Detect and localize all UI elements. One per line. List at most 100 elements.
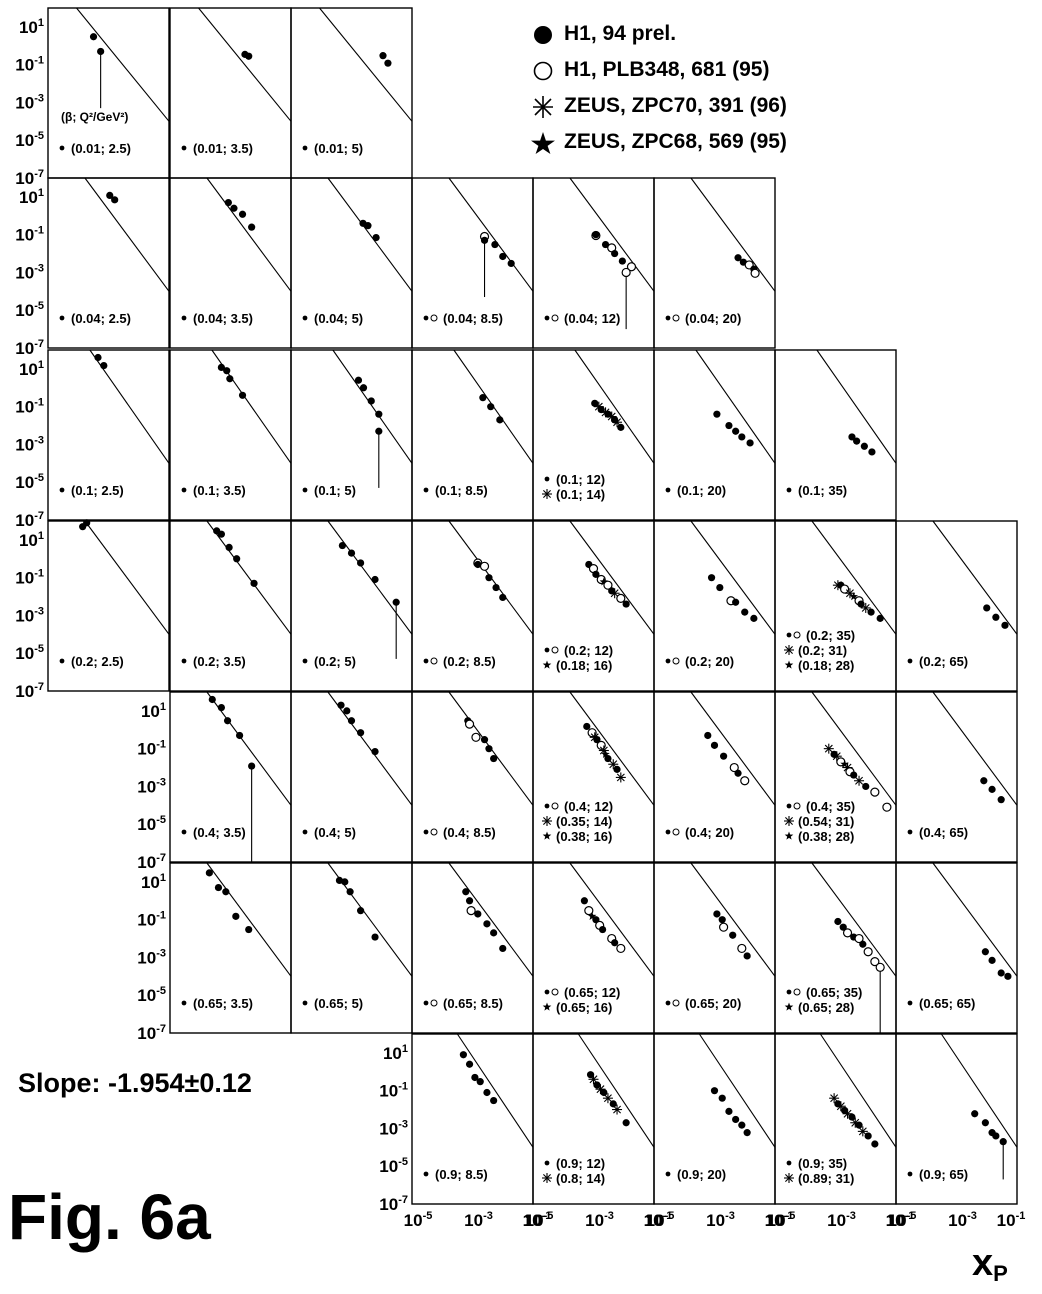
data-point <box>542 831 552 840</box>
x-tick-label: 10-5 <box>646 1210 675 1230</box>
fit-line <box>327 520 413 635</box>
data-point <box>592 570 600 578</box>
data-point <box>214 883 223 892</box>
x-tick-label: 10-3 <box>827 1210 856 1230</box>
data-point <box>232 912 240 920</box>
data-point <box>870 957 880 967</box>
data-point <box>596 740 606 750</box>
data-point <box>490 754 498 763</box>
y-tick-label: 10-3 <box>15 92 44 112</box>
panel-label: (0.01; 5) <box>314 141 363 156</box>
panel-label: (0.4; 35) <box>806 799 855 814</box>
data-point <box>860 442 868 450</box>
data-point <box>854 775 865 786</box>
legend-marker <box>302 487 308 493</box>
data-point <box>863 947 873 957</box>
data-point <box>732 427 740 435</box>
fit-line <box>698 1033 776 1148</box>
data-point <box>205 869 213 877</box>
panel-label: (0.9; 20) <box>677 1167 726 1182</box>
data-point <box>248 223 256 231</box>
panel-label: (0.4; 5) <box>314 825 356 840</box>
fit-line <box>574 349 655 464</box>
legend-marker <box>672 828 680 836</box>
data-point <box>462 888 470 896</box>
legend-marker <box>430 314 438 322</box>
y-tick-label: 10-7 <box>137 1023 166 1043</box>
data-point <box>111 196 119 204</box>
panel-label: (0.65; 12) <box>564 985 620 1000</box>
y-tick-label: 101 <box>383 1043 408 1063</box>
fit-line <box>569 177 655 292</box>
data-point <box>611 939 619 947</box>
data-point <box>479 561 490 571</box>
data-point <box>839 923 847 931</box>
legend-marker <box>423 487 429 493</box>
data-point <box>474 560 482 569</box>
legend-marker <box>544 1160 550 1166</box>
legend-marker <box>672 314 680 322</box>
panel-label: (0.9; 35) <box>798 1156 847 1171</box>
x-tick-label: 10-3 <box>706 1210 735 1230</box>
fit-line <box>690 520 776 635</box>
open-circle-marker-icon <box>533 61 553 81</box>
data-point <box>354 376 363 384</box>
data-point <box>622 600 630 608</box>
panel-label: (0.2; 2.5) <box>71 654 124 669</box>
legend-marker <box>793 802 801 810</box>
data-point <box>864 1132 872 1140</box>
data-point <box>784 660 794 669</box>
fit-line <box>695 349 776 464</box>
fit-line <box>76 7 170 122</box>
data-point <box>710 741 719 749</box>
legend-marker <box>423 658 429 664</box>
legend-marker <box>786 803 792 809</box>
fit-line <box>569 691 655 806</box>
y-tick-label: 101 <box>141 701 166 721</box>
data-point <box>618 257 626 265</box>
panel-label: (0.9; 8.5) <box>435 1167 488 1182</box>
panel-label: (0.4; 20) <box>685 825 734 840</box>
data-point <box>823 743 834 754</box>
legend-marker <box>786 1160 792 1166</box>
x-tick-label: 10-1 <box>644 1210 673 1230</box>
data-point <box>860 602 871 613</box>
data-point <box>222 888 230 896</box>
y-tick-label: 10-5 <box>15 643 44 663</box>
data-point <box>867 608 875 616</box>
panel-label: (0.9; 12) <box>556 1156 605 1171</box>
fit-line <box>448 177 534 292</box>
x-tick-label: 10-1 <box>886 1210 915 1230</box>
legend-marker <box>181 658 187 664</box>
data-point <box>615 772 626 783</box>
data-point <box>250 579 258 587</box>
data-point <box>616 943 626 954</box>
data-point <box>784 1173 794 1183</box>
data-point <box>485 574 493 582</box>
legend-marker <box>302 315 308 321</box>
data-point <box>476 1078 484 1086</box>
data-point <box>248 762 256 770</box>
data-point <box>718 1094 726 1102</box>
legend-marker <box>59 487 65 493</box>
legend-marker <box>59 145 65 151</box>
data-point <box>464 719 475 729</box>
x-tick-label: 10-3 <box>585 1210 614 1230</box>
legend-marker <box>907 1171 913 1177</box>
data-point <box>542 816 552 826</box>
y-tick-label: 10-5 <box>15 130 44 150</box>
data-point <box>740 776 750 786</box>
y-tick-label: 10-7 <box>15 168 44 188</box>
x-tick-label: 10-5 <box>888 1210 917 1230</box>
data-point <box>784 831 794 840</box>
legend-marker <box>423 1171 429 1177</box>
data-point <box>718 916 726 924</box>
y-tick-label: 10-3 <box>137 947 166 967</box>
legend-marker <box>423 829 429 835</box>
panel-label: (0.4; 65) <box>919 825 968 840</box>
data-point <box>224 198 232 207</box>
y-tick-label: 10-7 <box>15 681 44 701</box>
data-point <box>347 549 356 557</box>
data-point <box>593 736 601 744</box>
data-point <box>372 233 380 242</box>
